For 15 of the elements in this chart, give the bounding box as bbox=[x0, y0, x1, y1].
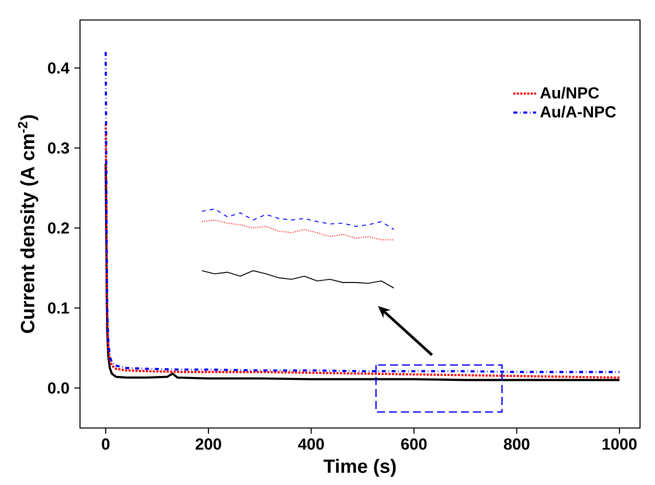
x-tick-label: 800 bbox=[504, 438, 530, 450]
y-tick-label: 0.2 bbox=[48, 222, 69, 234]
x-tick-label: 400 bbox=[298, 438, 324, 450]
y-tick-label: 0.3 bbox=[48, 142, 70, 154]
x-tick-label: 600 bbox=[401, 438, 427, 450]
y-tick-label: 0.1 bbox=[48, 302, 70, 314]
y-axis-title: Current density (A cm$^{-2}$) bbox=[18, 115, 38, 333]
y-tick-label: 0.4 bbox=[48, 62, 70, 74]
y-tick-label: 0.0 bbox=[48, 382, 69, 394]
x-tick-label: 1000 bbox=[602, 438, 637, 450]
x-tick-label: 200 bbox=[196, 438, 222, 450]
legend-label: Au/A-NPC bbox=[540, 106, 616, 118]
x-tick-label: 0 bbox=[102, 438, 110, 450]
legend-label: Au/NPC bbox=[540, 86, 599, 99]
x-axis-title: Time (s) bbox=[324, 458, 396, 477]
